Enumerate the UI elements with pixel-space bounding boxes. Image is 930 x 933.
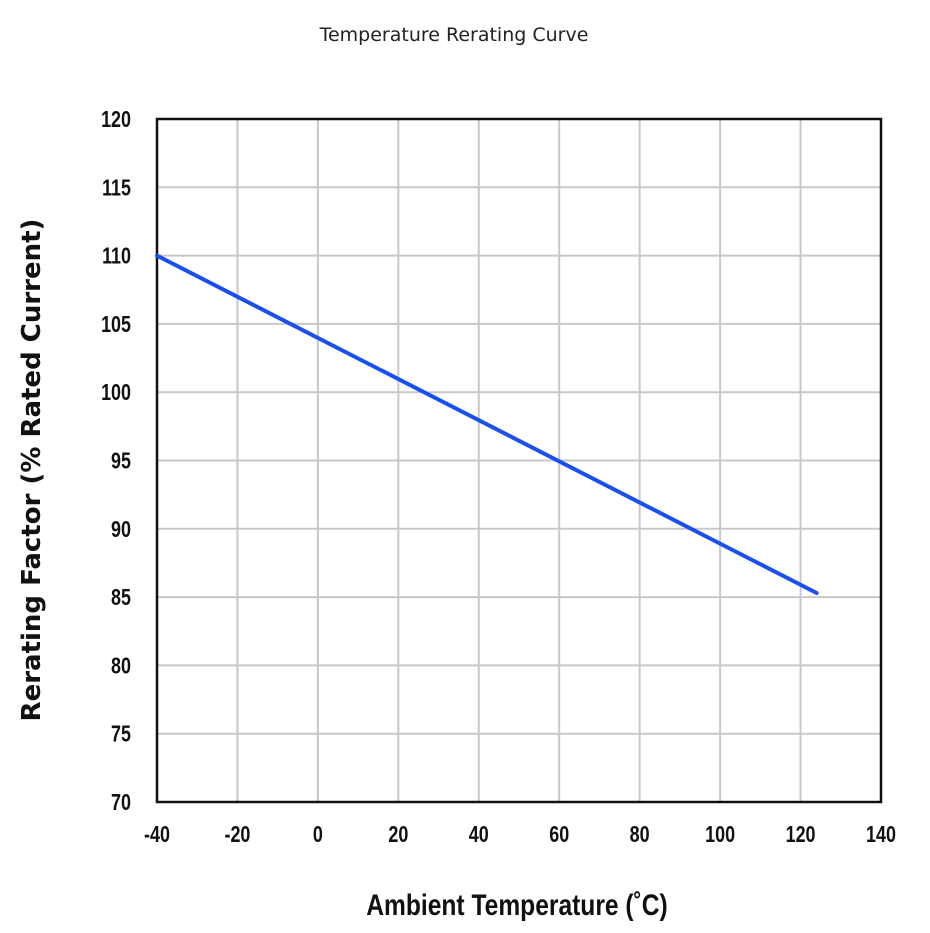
x-tick-label: 60: [549, 822, 569, 848]
tick-labels: -40 -20 0 20 40 60 80 100 120 140 70 75 80 85 90 95 100 1…: [101, 107, 896, 848]
y-tick-label: 110: [102, 244, 131, 270]
x-tick-label: 120: [786, 822, 816, 848]
series-layer: [155, 253, 819, 596]
y-axis-label: Rerating Factor (% Rated Current): [17, 219, 47, 722]
x-tick-label: 80: [630, 822, 650, 848]
y-tick-label: 100: [101, 380, 131, 406]
y-tick-label: 120: [101, 107, 131, 133]
y-tick-label: 80: [111, 653, 131, 679]
y-tick-label: 75: [111, 722, 131, 748]
x-tick-label: -20: [224, 822, 250, 848]
y-tick-label: 105: [101, 312, 131, 338]
chart-title: Temperature Rerating Curve: [319, 24, 589, 46]
x-tick-label: 20: [388, 822, 408, 848]
x-axis-label: Ambient Temperature (˚C): [366, 888, 667, 922]
x-tick-label: 100: [705, 822, 735, 848]
plot-frame: [155, 117, 883, 804]
x-tick-label: -40: [144, 822, 170, 848]
y-tick-label: 85: [111, 585, 131, 611]
series-line: [155, 253, 819, 596]
y-tick-label: 95: [111, 448, 131, 474]
x-tick-label: 140: [866, 822, 896, 848]
x-tick-label: 0: [313, 822, 323, 848]
y-tick-label: 115: [102, 175, 131, 201]
y-tick-label: 70: [111, 790, 131, 816]
grid-lines: [157, 119, 881, 802]
y-tick-label: 90: [111, 517, 131, 543]
x-tick-label: 40: [469, 822, 489, 848]
